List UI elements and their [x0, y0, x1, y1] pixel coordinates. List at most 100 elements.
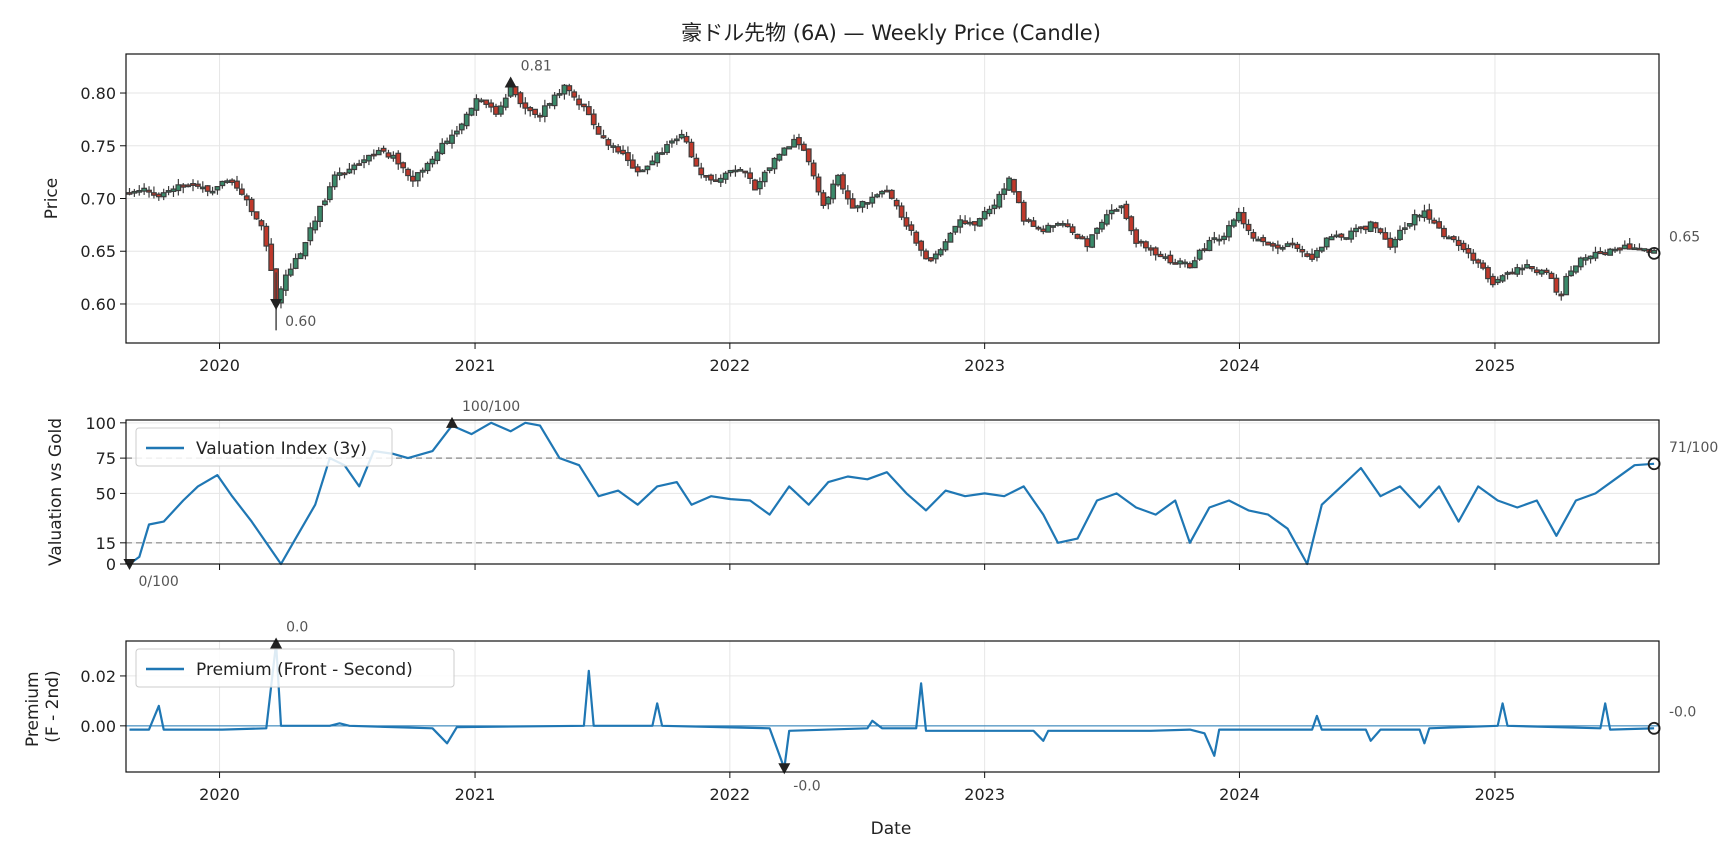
- price-candle: [644, 165, 651, 175]
- price-candle: [1441, 225, 1447, 240]
- candle-body: [1529, 266, 1535, 270]
- candle-body: [1211, 237, 1218, 240]
- candle-body: [1514, 267, 1521, 275]
- price-candle: [1323, 237, 1330, 250]
- last-marker: [1647, 457, 1661, 471]
- candle-body: [1255, 238, 1262, 242]
- candle-body: [1358, 226, 1364, 230]
- candle-body: [1524, 264, 1530, 269]
- price-candle: [669, 138, 675, 148]
- candle-body: [1372, 222, 1379, 229]
- price-candle: [282, 269, 289, 296]
- candle-body: [248, 198, 255, 213]
- price-candle: [1470, 249, 1477, 265]
- x-tick-label: 2022: [709, 356, 750, 375]
- price-candle: [800, 141, 807, 152]
- candle-body: [923, 250, 929, 260]
- candle-body: [1641, 248, 1648, 252]
- price-candle: [351, 162, 358, 175]
- candle-body: [815, 176, 822, 193]
- premium-legend-box: [135, 648, 455, 688]
- candle-body: [962, 220, 969, 225]
- price-annotations: 0.81 0.60 0.65: [270, 58, 1700, 330]
- price-candle: [952, 225, 959, 235]
- price-candle: [268, 238, 275, 272]
- candle-body: [1138, 240, 1144, 244]
- candle-body: [517, 92, 524, 105]
- candle-body: [649, 160, 656, 166]
- premium-y-axis-label-line-2: (F - 2nd): [43, 670, 63, 742]
- price-candle: [302, 241, 309, 260]
- candle-body: [1582, 257, 1589, 261]
- price-candle: [1226, 220, 1232, 242]
- price-candle: [752, 178, 758, 191]
- candle-body: [278, 288, 284, 304]
- price-candle: [453, 125, 460, 137]
- price-x-ticks: 2020 2021 2022 2023 2024 2025: [199, 343, 1515, 375]
- price-candle: [947, 231, 954, 243]
- candle-body: [1235, 211, 1242, 222]
- candle-body: [835, 174, 841, 186]
- price-candle: [1011, 178, 1017, 195]
- price-candle: [879, 189, 885, 198]
- price-candle: [1367, 220, 1374, 233]
- price-candle: [278, 286, 284, 309]
- candle-body: [1553, 277, 1560, 293]
- candle-body: [976, 218, 983, 227]
- valuation-panel: 100/100 0/100 71/100 0 15 50 75 100 Valuation …: [46, 399, 1718, 590]
- price-candle: [380, 145, 387, 154]
- candle-body: [629, 159, 636, 169]
- candle-body: [1348, 230, 1355, 240]
- candle-body: [483, 99, 490, 105]
- price-candle: [1480, 260, 1486, 271]
- candle-body: [1548, 272, 1555, 280]
- candle-body: [1011, 178, 1017, 193]
- x-tick-label: 2025: [1475, 785, 1516, 804]
- price-candle: [1157, 251, 1164, 258]
- candle-body: [1304, 253, 1311, 257]
- candle-body: [1577, 257, 1584, 268]
- y-tick-label: 0: [106, 555, 116, 574]
- price-candle: [1543, 267, 1550, 275]
- annotation-circle: -0.0: [1647, 704, 1696, 735]
- price-candle: [1074, 233, 1081, 240]
- candle-body: [1480, 262, 1486, 269]
- price-candle: [1221, 232, 1227, 245]
- min-marker: [270, 298, 283, 310]
- candle-body: [1387, 237, 1394, 248]
- candle-body: [434, 151, 441, 162]
- candle-body: [1177, 260, 1184, 265]
- candle-body: [854, 205, 861, 209]
- candle-body: [1626, 243, 1633, 250]
- candle-body: [160, 192, 167, 198]
- max-label: 100/100: [462, 399, 520, 415]
- candle-body: [1167, 254, 1174, 264]
- price-candle: [1465, 244, 1472, 259]
- candle-body: [214, 186, 221, 191]
- candle-body: [1050, 225, 1056, 228]
- price-candle: [620, 145, 626, 156]
- price-candle: [146, 186, 152, 198]
- price-candle: [820, 189, 827, 209]
- candle-body: [478, 99, 485, 103]
- premium-line: [129, 642, 1655, 770]
- price-candle: [825, 196, 832, 210]
- y-tick-label: 0.00: [80, 717, 116, 736]
- candle-body: [224, 180, 231, 183]
- premium-y-ticks: 0.00 0.02: [80, 667, 126, 736]
- candle-body: [1485, 267, 1491, 280]
- candle-body: [1216, 238, 1223, 242]
- candle-body: [522, 102, 529, 109]
- price-candle: [439, 138, 446, 156]
- candle-body: [361, 159, 367, 164]
- price-candle: [1592, 246, 1599, 262]
- price-candle: [937, 247, 944, 257]
- candle-body: [1182, 261, 1188, 265]
- candle-body: [595, 125, 602, 135]
- candle-body: [981, 210, 988, 220]
- candle-body: [644, 165, 651, 171]
- y-tick-label: 100: [85, 414, 116, 433]
- candle-body: [1157, 253, 1164, 258]
- candle-body: [1201, 248, 1208, 251]
- candle-body: [1099, 221, 1105, 230]
